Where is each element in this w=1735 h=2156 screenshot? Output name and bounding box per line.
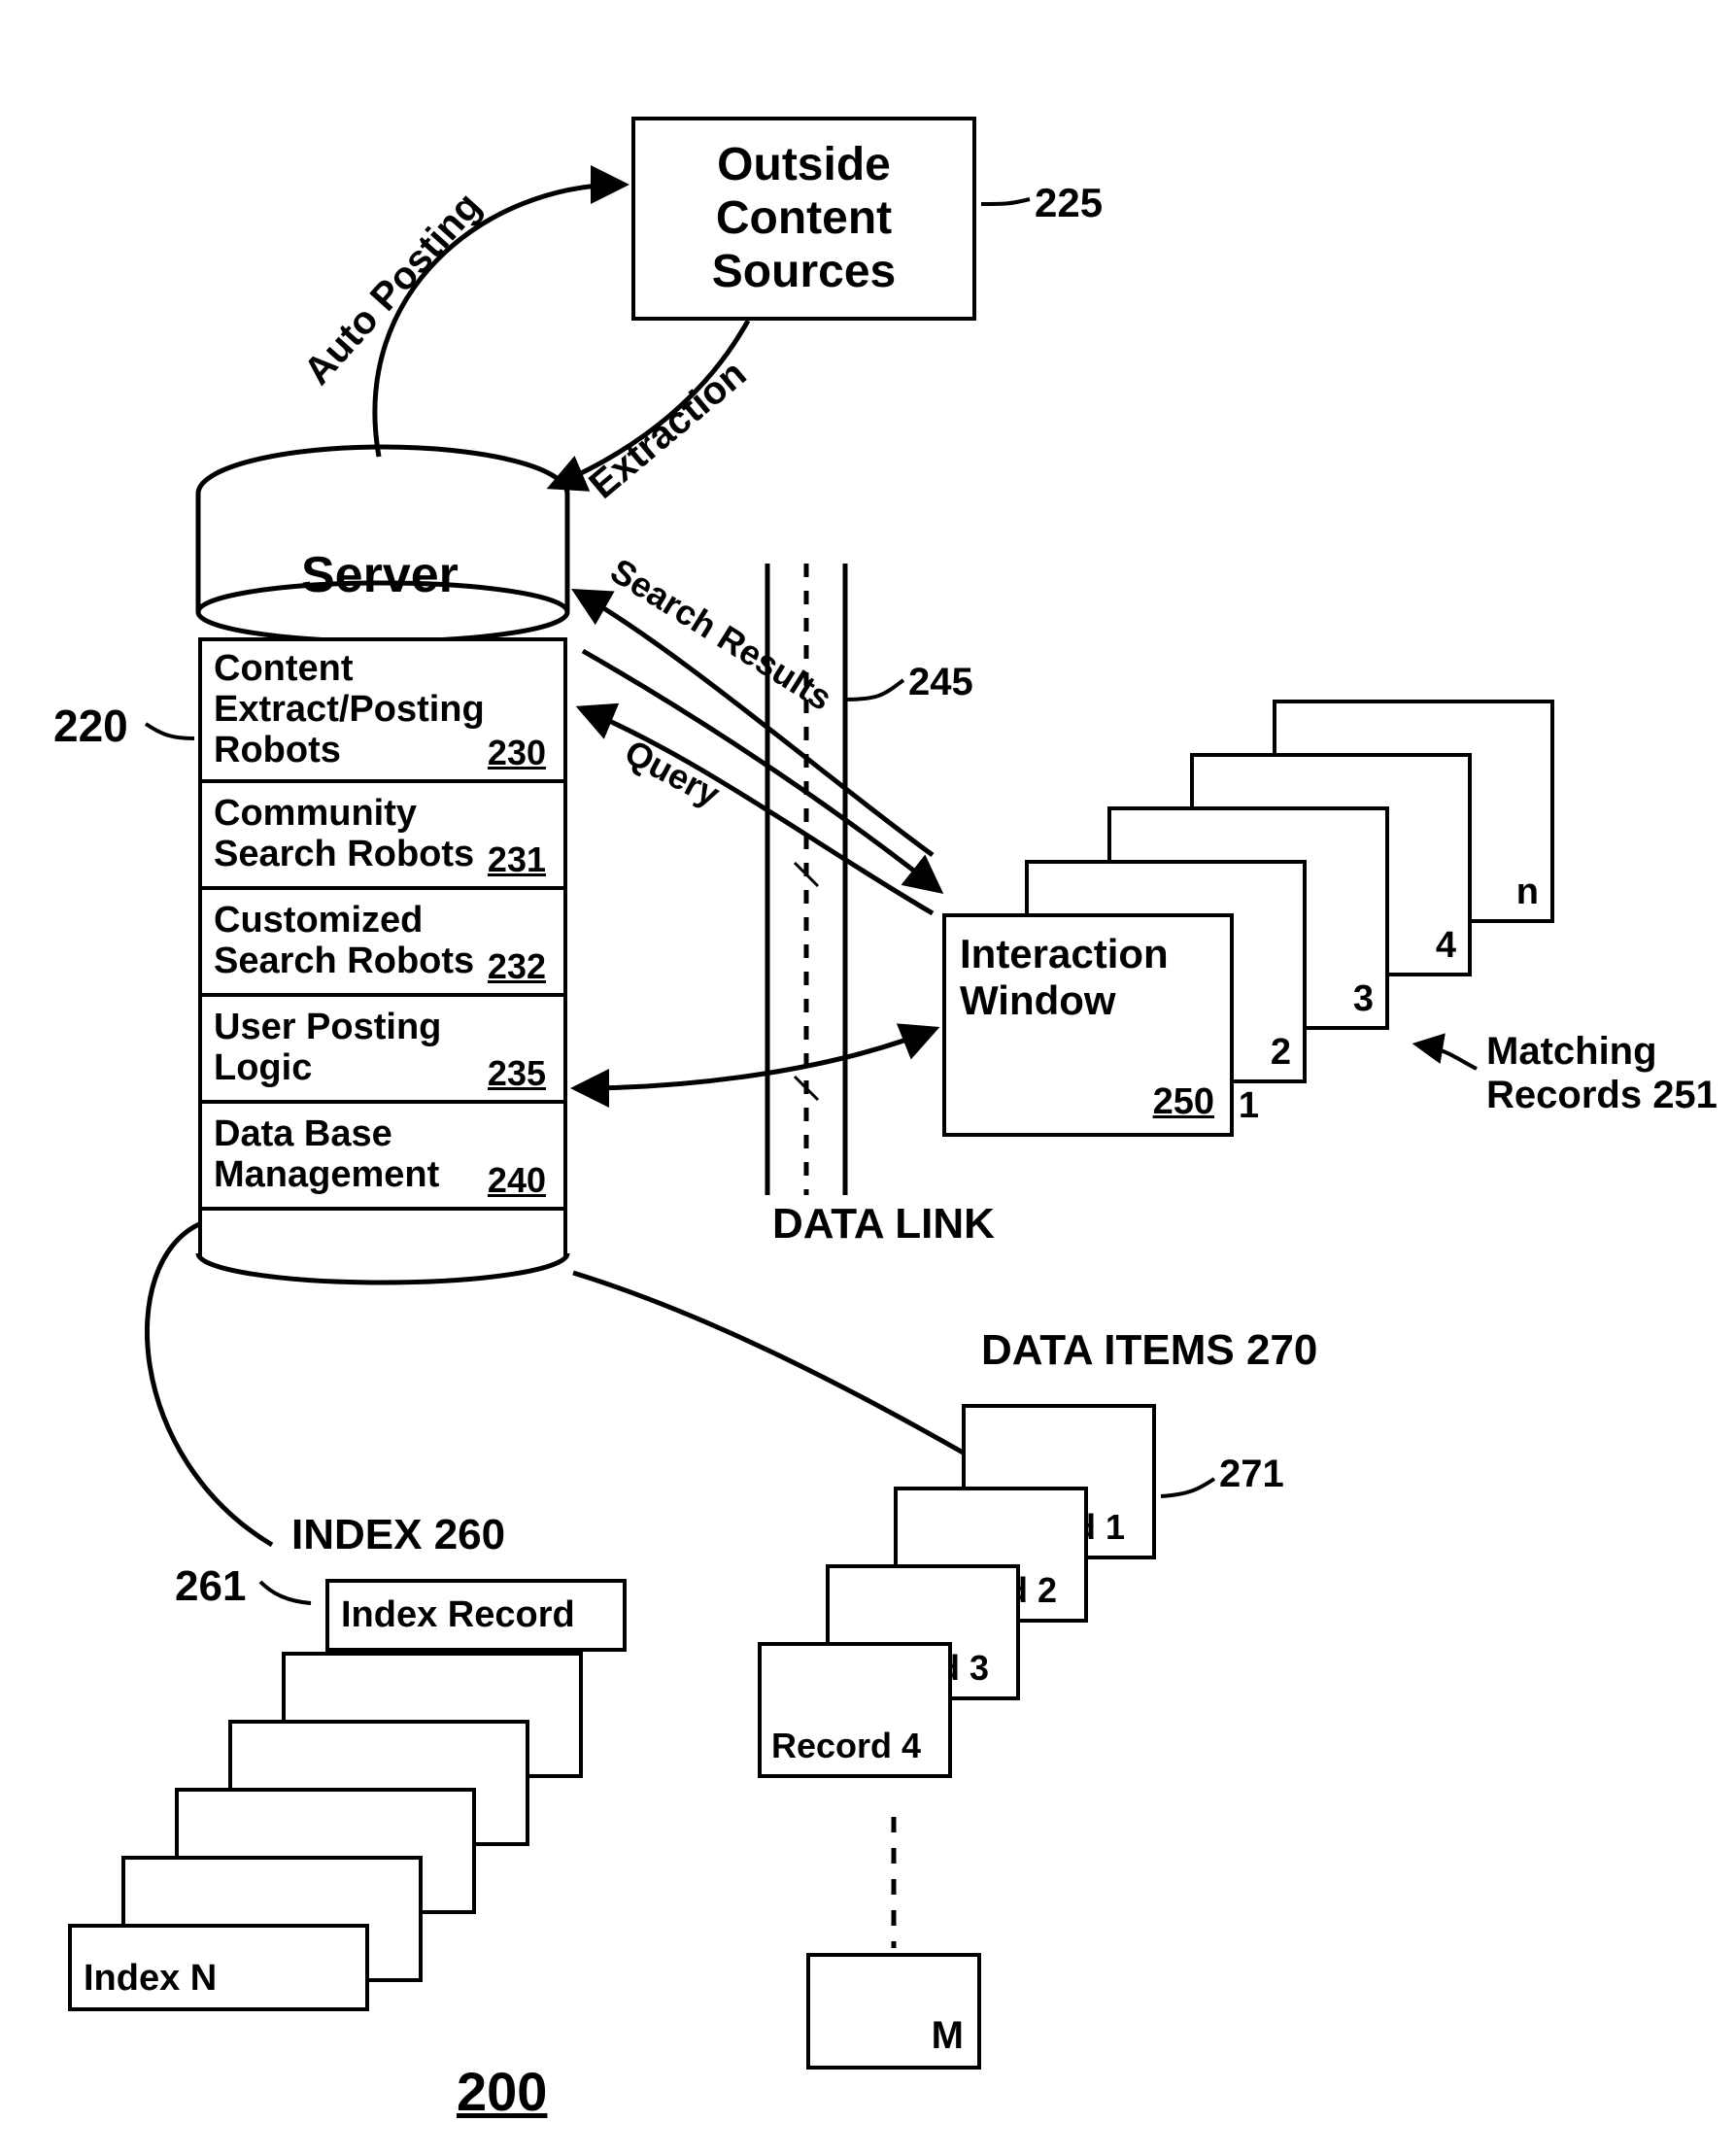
index-record-label: Index Record [341, 1594, 575, 1636]
auto-posting-label: Auto Posting [295, 185, 490, 394]
server-row-1-ref: 231 [488, 839, 546, 880]
outside-content-line1: Outside [635, 138, 972, 191]
search-results-label: Search Results [603, 550, 864, 734]
server-row-3: User PostingLogic 235 [198, 997, 567, 1104]
server-row-3-ref: 235 [488, 1053, 546, 1094]
index-n: Index N [68, 1924, 369, 2011]
record-4-label: Record 4 [771, 1726, 921, 1766]
server-title: Server [301, 546, 459, 604]
extraction-label: Extraction [581, 352, 755, 507]
outside-content-box: Outside Content Sources [631, 117, 976, 321]
outside-content-line3: Sources [635, 245, 972, 298]
server-row-4-ref: 240 [488, 1160, 546, 1201]
card-label-2: 2 [1271, 1032, 1291, 1074]
ref-245: 245 [908, 661, 973, 704]
server-row-3-text: User PostingLogic [214, 1008, 441, 1089]
index-heading: INDEX 260 [291, 1511, 505, 1559]
interaction-window-box: Interaction Window 250 1 [942, 913, 1234, 1137]
ref-225: 225 [1035, 180, 1103, 226]
outside-content-line2: Content [635, 191, 972, 245]
server-row-4-text: Data BaseManagement [214, 1114, 439, 1196]
server-row-0-ref: 230 [488, 733, 546, 773]
matching-line2: Records [1486, 1074, 1642, 1116]
server-row-0-text: ContentExtract/PostingRobots [214, 649, 485, 770]
ref-251: 251 [1652, 1074, 1718, 1116]
data-items-heading: DATA ITEMS 270 [981, 1326, 1317, 1375]
ref-250: 250 [1153, 1081, 1214, 1123]
record-m: M [806, 1953, 981, 2070]
index-record: Index Record [325, 1579, 627, 1652]
server-row-4: Data BaseManagement 240 [198, 1104, 567, 1211]
interaction-title-1: Interaction [960, 931, 1216, 977]
card-label-3: 3 [1353, 978, 1374, 1020]
card-label-1: 1 [1239, 1085, 1259, 1127]
card-label-n: n [1516, 872, 1539, 913]
index-n-label: Index N [84, 1958, 217, 2000]
record-m-label: M [932, 2014, 964, 2058]
ref-261: 261 [175, 1562, 246, 1611]
data-link-label: DATA LINK [772, 1200, 995, 1249]
interaction-title-2: Window [960, 977, 1216, 1024]
record-4: Record 4 [758, 1642, 952, 1778]
server-row-2-text: CustomizedSearch Robots [214, 901, 474, 982]
ref-271: 271 [1219, 1453, 1284, 1496]
server-row-0: ContentExtract/PostingRobots 230 [198, 637, 567, 783]
figure-number: 200 [457, 2060, 547, 2123]
matching-line1: Matching [1486, 1030, 1657, 1073]
query-label: Query [618, 732, 727, 815]
diagram-canvas: Outside Content Sources 225 Auto Posting… [0, 0, 1735, 2156]
server-row-1-text: CommunitySearch Robots [214, 794, 474, 875]
server-row-1: CommunitySearch Robots 231 [198, 783, 567, 890]
matching-records-label: Matching Records 251 [1486, 1030, 1718, 1117]
server-bottom-band [198, 1211, 567, 1257]
server-row-2: CustomizedSearch Robots 232 [198, 890, 567, 997]
ref-220: 220 [53, 700, 128, 752]
card-label-4: 4 [1436, 925, 1456, 967]
